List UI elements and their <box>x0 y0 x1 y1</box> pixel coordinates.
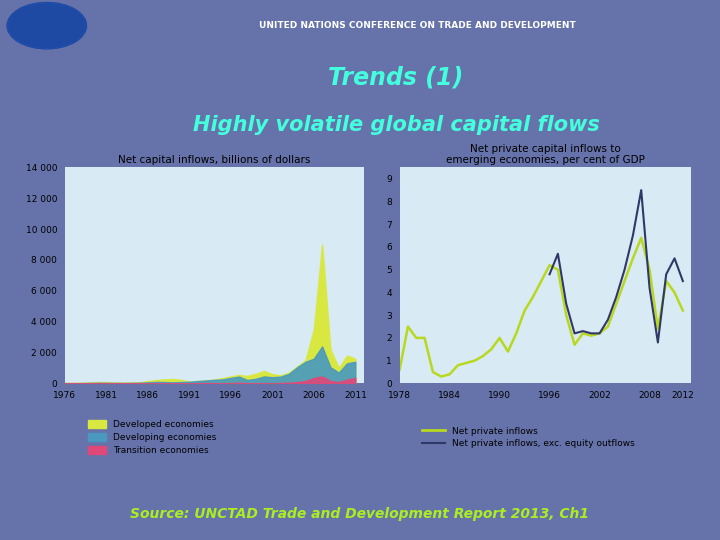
Text: Source: UNCTAD Trade and Development Report 2013, Ch1: Source: UNCTAD Trade and Development Rep… <box>130 508 590 521</box>
Ellipse shape <box>7 3 86 49</box>
Text: Trends (1): Trends (1) <box>328 66 464 90</box>
Text: Highly volatile global capital flows: Highly volatile global capital flows <box>193 115 599 135</box>
Ellipse shape <box>7 3 86 49</box>
Title: Net capital inflows, billions of dollars: Net capital inflows, billions of dollars <box>118 155 310 165</box>
Text: UNITED NATIONS CONFERENCE ON TRADE AND DEVELOPMENT: UNITED NATIONS CONFERENCE ON TRADE AND D… <box>259 21 576 30</box>
Title: Net private capital inflows to
emerging economies, per cent of GDP: Net private capital inflows to emerging … <box>446 144 645 165</box>
Legend: Net private inflows, Net private inflows, exc. equity outflows: Net private inflows, Net private inflows… <box>419 423 639 452</box>
Legend: Developed economies, Developing economies, Transition economies: Developed economies, Developing economie… <box>84 416 220 458</box>
